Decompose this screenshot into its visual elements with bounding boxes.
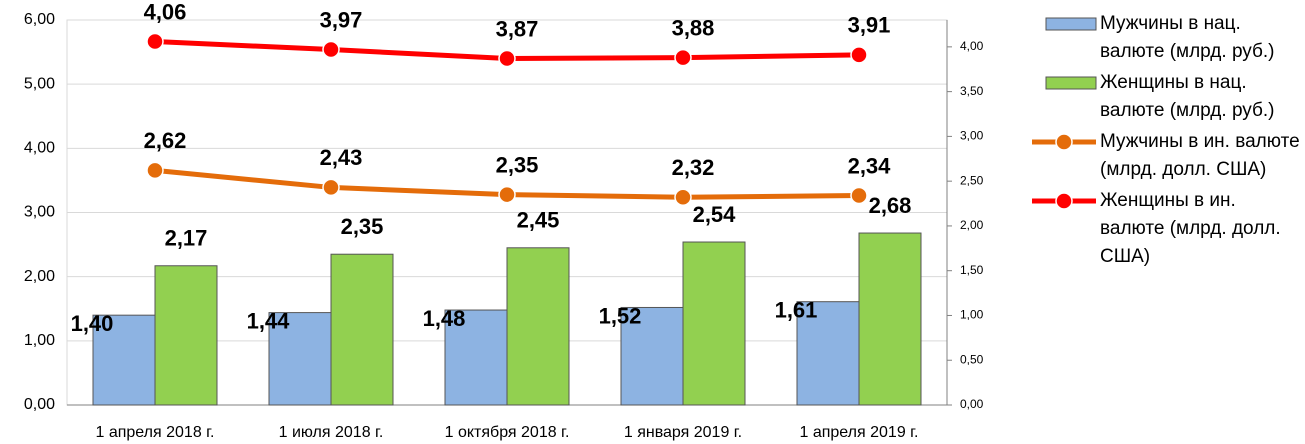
data-label: 2,54 bbox=[693, 202, 737, 227]
legend-item: Женщины в ин. валюте (млрд. долл. США) bbox=[1030, 187, 1300, 271]
data-label: 1,61 bbox=[775, 298, 818, 323]
data-label: 3,91 bbox=[848, 13, 891, 38]
y-tick-label: 5,00 bbox=[24, 75, 55, 92]
legend-swatch bbox=[1045, 17, 1097, 31]
y2-tick-label: 2,50 bbox=[960, 173, 984, 187]
point bbox=[322, 178, 340, 197]
y-tick-label: 3,00 bbox=[24, 204, 55, 221]
y2-tick-label: 4,00 bbox=[960, 39, 984, 53]
y-tick-label: 6,00 bbox=[24, 11, 55, 28]
legend-point bbox=[1055, 133, 1073, 151]
bar bbox=[330, 253, 394, 406]
legend-label: Женщины в нац. валюте (млрд. руб.) bbox=[1100, 72, 1275, 121]
point bbox=[850, 46, 868, 64]
legend-marker bbox=[1032, 192, 1096, 210]
data-label: 2,35 bbox=[496, 152, 539, 177]
data-label: 1,48 bbox=[423, 306, 466, 331]
legend-marker bbox=[1032, 133, 1096, 151]
point bbox=[146, 161, 164, 180]
data-label: 1,52 bbox=[599, 303, 642, 328]
chart: 0,00 1,00 2,00 3,00 4,00 5,00 6,00 0,00 0,50 1,00… bbox=[24, 0, 984, 441]
legend-marker bbox=[1045, 17, 1097, 31]
y2-tick-label: 2,00 bbox=[960, 218, 984, 232]
bar bbox=[620, 306, 684, 406]
legend-label: Мужчины в нац. валюте (млрд. руб.) bbox=[1100, 13, 1275, 62]
data-label: 2,32 bbox=[672, 155, 715, 180]
data-label: 3,87 bbox=[496, 16, 539, 41]
bar bbox=[682, 241, 746, 406]
data-label: 1,40 bbox=[71, 311, 114, 336]
data-label: 3,88 bbox=[672, 15, 715, 40]
legend-marker bbox=[1045, 76, 1097, 90]
y2-tick-label: 1,00 bbox=[960, 308, 984, 322]
x-tick-label: 1 июля 2018 г. bbox=[279, 424, 384, 441]
legend-item: Мужчины в ин. валюте (млрд. долл. США) bbox=[1030, 128, 1300, 184]
bar bbox=[506, 247, 570, 406]
data-label: 3,97 bbox=[320, 7, 363, 32]
x-tick-label: 1 января 2019 г. bbox=[624, 424, 742, 441]
legend: Мужчины в нац. валюте (млрд. руб.) Женщин… bbox=[1030, 10, 1300, 274]
y2-tick-label: 0,00 bbox=[960, 397, 984, 411]
point bbox=[674, 48, 692, 67]
y2-tick-label: 3,00 bbox=[960, 129, 984, 143]
legend-point bbox=[1055, 192, 1073, 210]
point bbox=[674, 188, 692, 207]
data-label: 2,34 bbox=[848, 153, 892, 178]
point bbox=[850, 186, 868, 205]
y2-tick-label: 3,50 bbox=[960, 84, 984, 98]
bar bbox=[858, 232, 922, 406]
data-label: 2,17 bbox=[165, 226, 208, 251]
data-label: 1,44 bbox=[247, 308, 291, 333]
bar bbox=[796, 301, 860, 406]
y2-tick-label: 1,50 bbox=[960, 263, 984, 277]
y-tick-label: 0,00 bbox=[24, 396, 55, 413]
data-label: 4,06 bbox=[144, 0, 187, 24]
data-label: 2,43 bbox=[320, 145, 363, 170]
point bbox=[498, 185, 516, 204]
y-tick-label: 4,00 bbox=[24, 140, 55, 157]
bar bbox=[444, 309, 508, 406]
legend-label: Мужчины в ин. валюте (млрд. долл. США) bbox=[1100, 131, 1300, 180]
legend-swatch bbox=[1045, 76, 1097, 90]
point bbox=[498, 49, 516, 68]
data-label: 2,68 bbox=[869, 193, 912, 218]
point bbox=[322, 40, 340, 59]
y-tick-label: 1,00 bbox=[24, 332, 55, 349]
data-label: 2,45 bbox=[517, 208, 560, 233]
legend-label: Женщины в ин. валюте (млрд. долл. США) bbox=[1100, 190, 1281, 267]
legend-item: Женщины в нац. валюте (млрд. руб.) bbox=[1030, 69, 1300, 125]
x-tick-label: 1 октября 2018 г. bbox=[445, 424, 570, 441]
bar bbox=[154, 265, 218, 406]
legend-item: Мужчины в нац. валюте (млрд. руб.) bbox=[1030, 10, 1300, 66]
x-tick-label: 1 апреля 2019 г. bbox=[800, 424, 919, 441]
data-label: 2,62 bbox=[144, 128, 187, 153]
point bbox=[146, 32, 164, 51]
y2-tick-label: 0,50 bbox=[960, 352, 984, 366]
data-label: 2,35 bbox=[341, 214, 384, 239]
bar bbox=[268, 312, 332, 406]
x-tick-label: 1 апреля 2018 г. bbox=[96, 424, 215, 441]
y-tick-label: 2,00 bbox=[24, 268, 55, 285]
